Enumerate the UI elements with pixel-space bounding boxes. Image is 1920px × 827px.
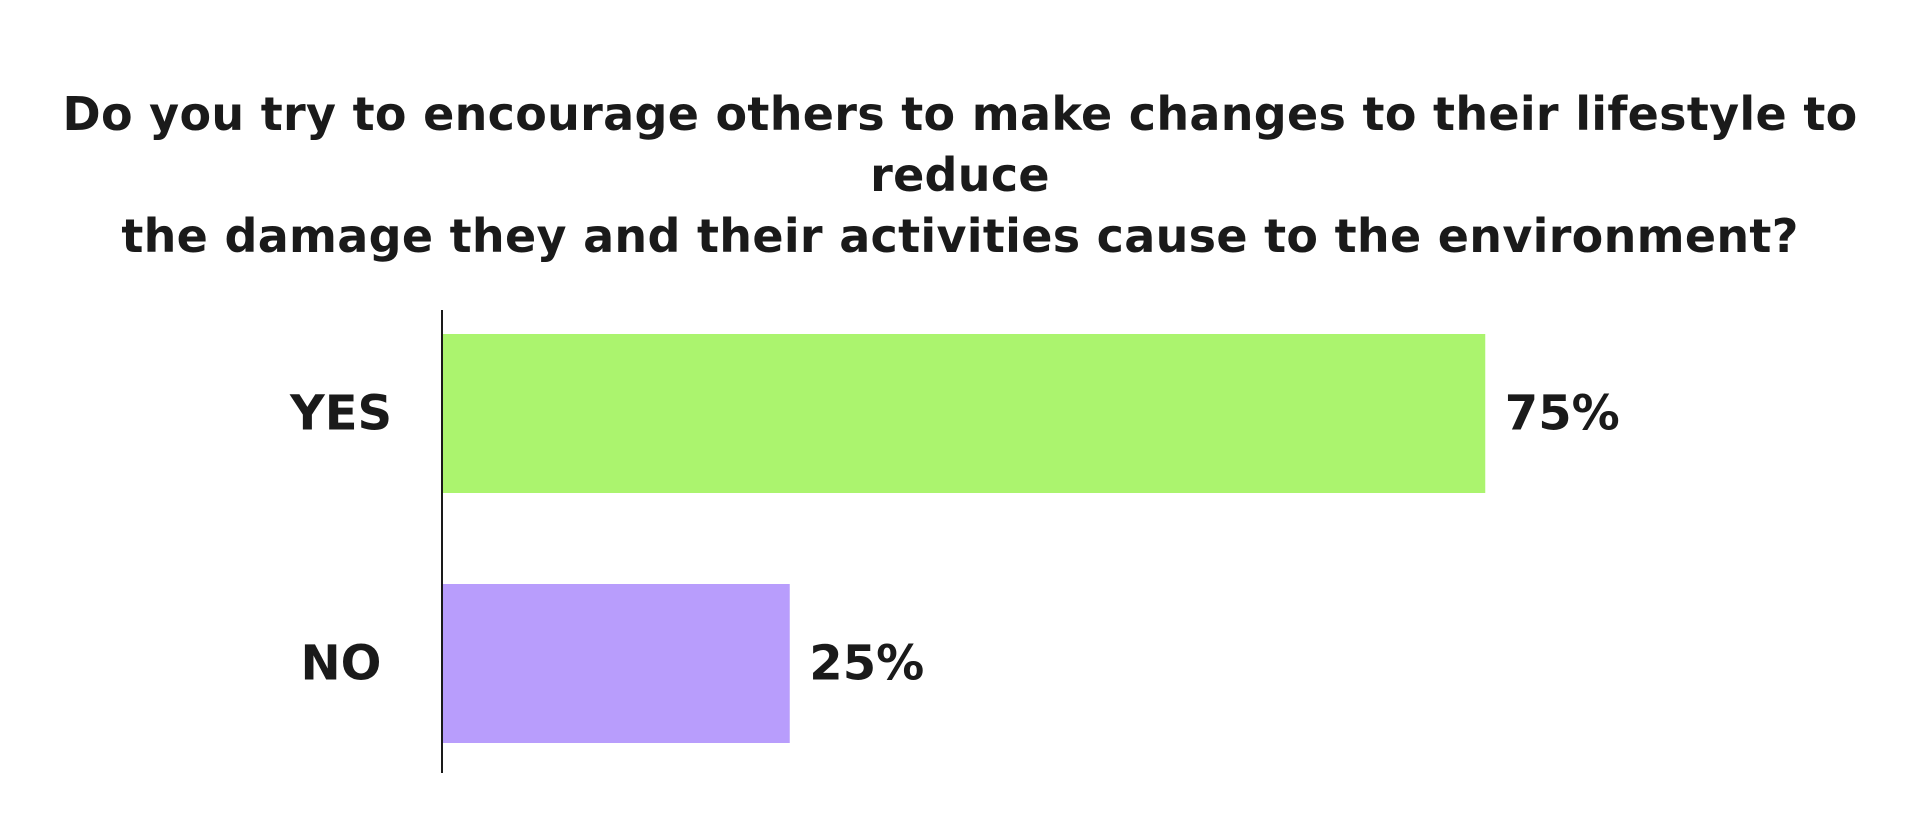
value-label-yes: 75% bbox=[1505, 386, 1620, 442]
value-label-no: 25% bbox=[809, 636, 924, 692]
chart-title: Do you try to encourage others to make c… bbox=[0, 84, 1920, 267]
chart-title-line-2: the damage they and their activities cau… bbox=[121, 209, 1799, 263]
category-label-no: NO bbox=[301, 636, 382, 692]
bar-no bbox=[442, 584, 790, 743]
bar-yes bbox=[442, 334, 1486, 493]
category-label-yes: YES bbox=[289, 386, 392, 442]
chart-title-line-1: Do you try to encourage others to make c… bbox=[62, 87, 1858, 202]
